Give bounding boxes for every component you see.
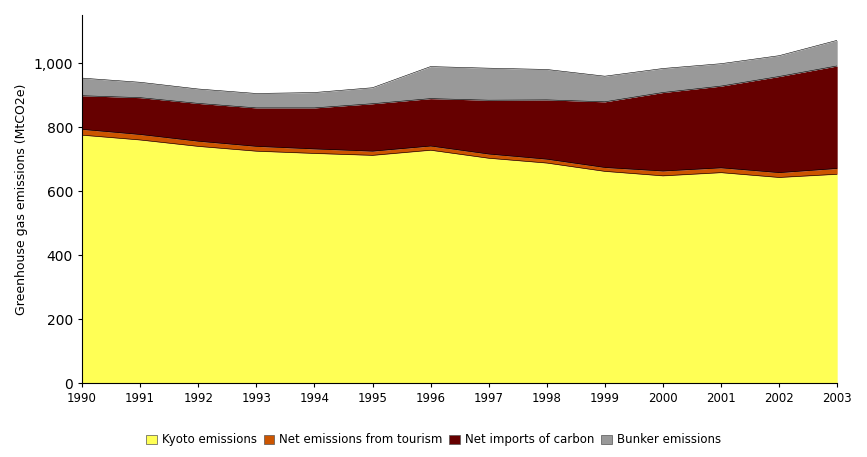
Y-axis label: Greenhouse gas emissions (MtCO2e): Greenhouse gas emissions (MtCO2e): [15, 84, 28, 315]
Legend: Kyoto emissions, Net emissions from tourism, Net imports of carbon, Bunker emiss: Kyoto emissions, Net emissions from tour…: [141, 429, 726, 451]
